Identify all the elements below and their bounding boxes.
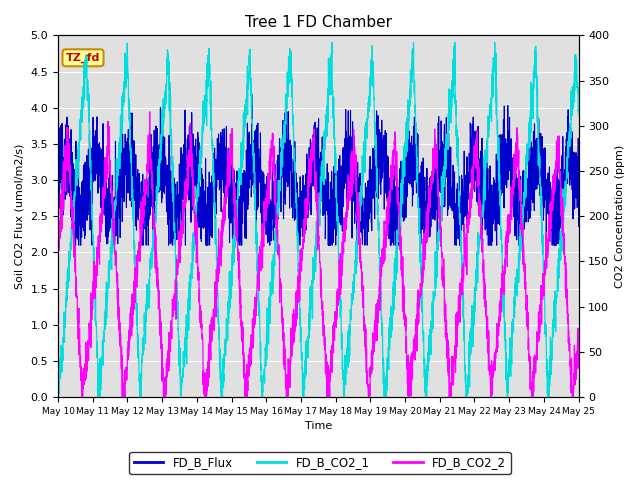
X-axis label: Time: Time [305, 421, 332, 432]
Y-axis label: CO2 Concentration (ppm): CO2 Concentration (ppm) [615, 144, 625, 288]
Title: Tree 1 FD Chamber: Tree 1 FD Chamber [245, 15, 392, 30]
Text: TZ_fd: TZ_fd [66, 53, 100, 63]
Legend: FD_B_Flux, FD_B_CO2_1, FD_B_CO2_2: FD_B_Flux, FD_B_CO2_1, FD_B_CO2_2 [129, 452, 511, 474]
Y-axis label: Soil CO2 Flux (umol/m2/s): Soil CO2 Flux (umol/m2/s) [15, 144, 25, 289]
